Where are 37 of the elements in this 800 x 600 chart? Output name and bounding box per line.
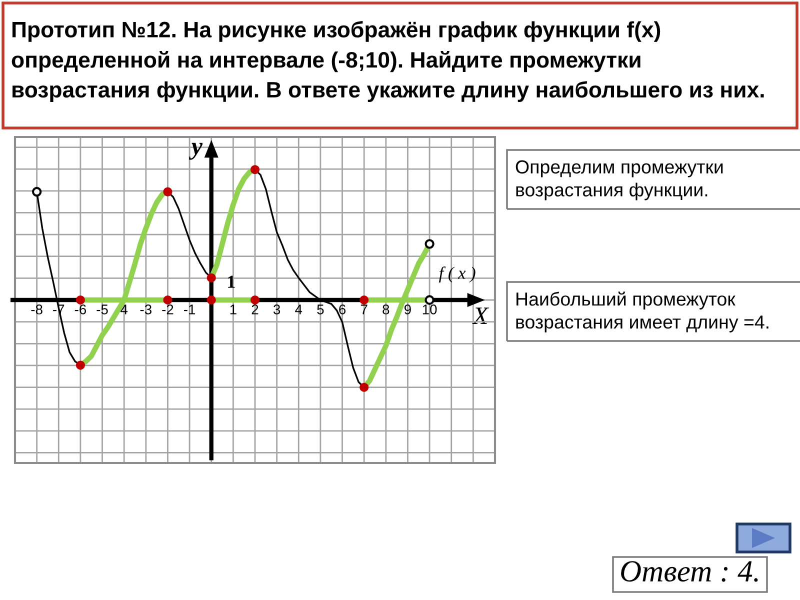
x-tick-label: -5 (96, 304, 108, 314)
annotation: 1 (228, 276, 235, 288)
point (250, 296, 260, 304)
x-tick-label: 10 (422, 304, 437, 314)
text: Определим промежутки возрастания функции. (516, 160, 723, 200)
x-tick-label: 4 (295, 304, 302, 314)
y-axis-title: y (188, 142, 203, 160)
point (206, 273, 216, 282)
x-tick-label: 4 (120, 304, 128, 314)
point (163, 296, 172, 304)
x-tick-label: -8 (31, 304, 42, 314)
x-tick-label: 6 (339, 304, 346, 314)
x-tick-label: -6 (74, 304, 86, 314)
point (360, 296, 369, 304)
x-tick-label: 3 (273, 304, 280, 314)
x-tick-label: 7 (360, 304, 368, 314)
x-tick-label: -2 (162, 304, 174, 314)
chart-title: Прототип №12. На рисунке изображён график функции f(x) определенной на интервале (-8;10). Найдите промежутки возрастания функции. В ответе укажите длину наибольшего из них. (12, 21, 764, 102)
x-tick-label: 9 (404, 304, 411, 314)
series-label: f ( x ) (438, 266, 476, 282)
x-tick-label: 1 (230, 304, 236, 314)
x-tick-label: -1 (184, 304, 196, 314)
point (424, 239, 434, 249)
x-tick-label: 2 (252, 304, 258, 314)
x-tick-label: 8 (382, 304, 390, 314)
point (360, 382, 369, 392)
point (250, 165, 260, 174)
text: Ответ : 4. (621, 561, 758, 582)
x-tick-label: 5 (317, 304, 324, 314)
point (424, 295, 434, 305)
point (76, 360, 85, 370)
point (76, 296, 85, 304)
point (163, 187, 172, 196)
x-tick-label: -3 (140, 304, 152, 314)
text: Наибольший промежуток возрастания имеет длину =4. (516, 292, 768, 332)
point (206, 296, 216, 304)
point (32, 186, 42, 197)
